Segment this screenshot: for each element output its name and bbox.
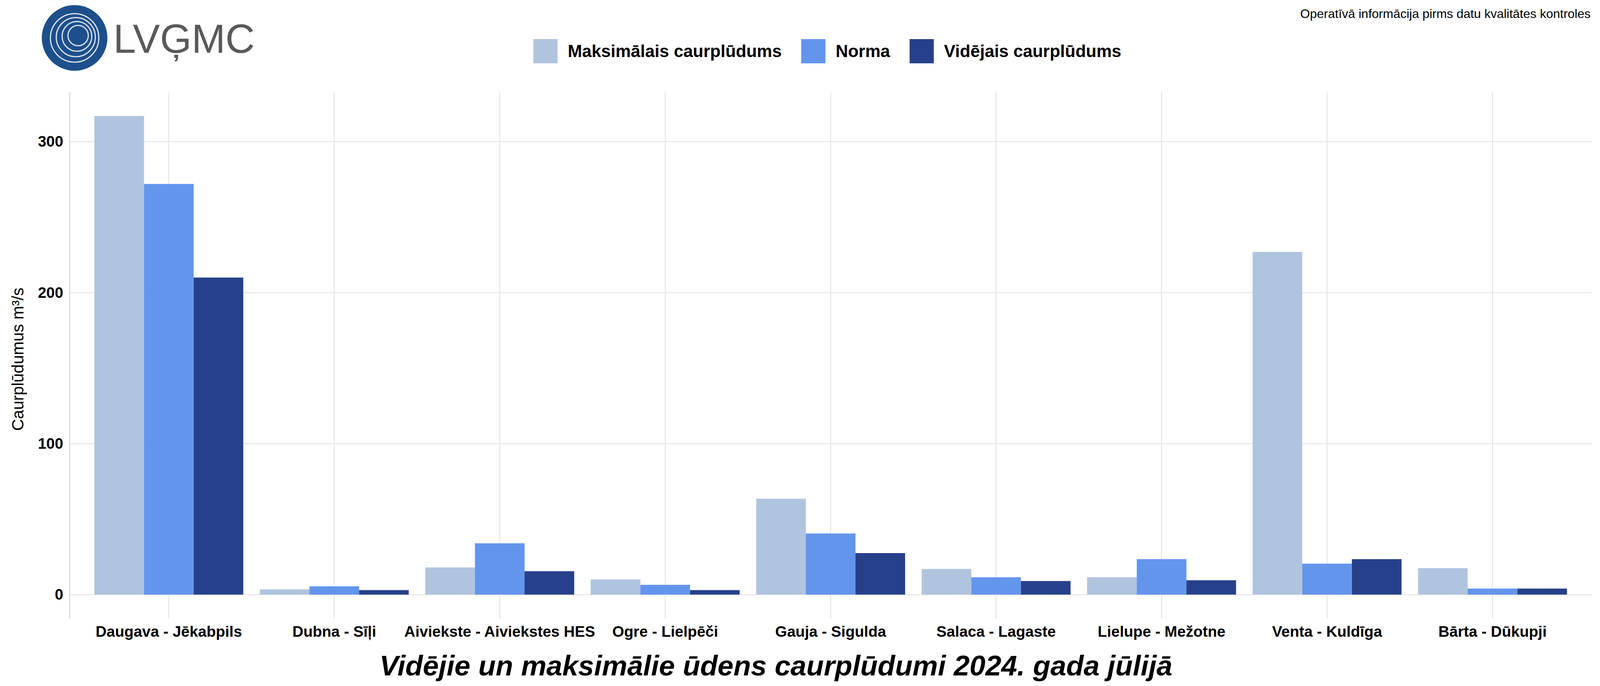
bar — [855, 552, 906, 595]
bar — [971, 576, 1022, 595]
bar — [309, 585, 359, 595]
bar — [94, 116, 145, 595]
x-tick: Salaca - Lagaste — [936, 618, 1056, 640]
logo-ring — [50, 13, 99, 63]
x-tick: Dubna - Sīļi — [292, 618, 377, 640]
logo-ring — [67, 25, 89, 46]
y-axis: 0 100 200 300 — [37, 92, 70, 619]
x-tick-label: Venta - Kuldīga — [1271, 622, 1383, 640]
x-tick-label: Ogre - Lielpēči — [612, 622, 718, 640]
x-grid-line — [1492, 91, 1494, 619]
note: Operatīvā informācija pirms datu kvalitā… — [1300, 6, 1591, 21]
y-tick: 100 — [37, 434, 70, 452]
bar — [1302, 563, 1352, 595]
grid — [69, 91, 1592, 619]
x-tick-label: Gauja - Sigulda — [775, 622, 887, 640]
x-tick: Lielupe - Mežotne — [1097, 618, 1226, 640]
bar — [1136, 558, 1187, 595]
x-grid-line — [1160, 91, 1163, 619]
bar — [475, 542, 525, 595]
x-tick: Ogre - Lielpēči — [612, 618, 718, 640]
bar — [1252, 251, 1303, 595]
bar — [259, 589, 310, 595]
bar — [524, 570, 575, 595]
y-tick: 0 — [54, 585, 70, 603]
logo-disk — [41, 5, 108, 71]
bar — [1417, 567, 1468, 595]
legend-item: Maksimālais caurplūdums — [533, 39, 782, 64]
y-tick-label: 0 — [54, 585, 64, 603]
bar — [921, 568, 972, 595]
legend-swatch — [533, 39, 558, 64]
x-tick: Gauja - Sigulda — [775, 618, 887, 640]
y-axis-title: Caurplūdumus m³/s — [8, 287, 27, 431]
bar — [805, 533, 856, 595]
y-tick: 300 — [37, 132, 70, 150]
x-tick: Daugava - Jēkabpils — [95, 618, 243, 640]
x-tick: Bārta - Dūkupji — [1438, 618, 1547, 640]
bar — [590, 579, 641, 595]
bars — [94, 116, 1568, 595]
bar — [756, 498, 806, 595]
x-grid-line — [499, 91, 501, 619]
x-tick: Venta - Kuldīga — [1271, 618, 1383, 640]
legend-label: Norma — [835, 41, 891, 61]
x-grid-line — [995, 91, 997, 619]
bar — [1186, 580, 1236, 595]
title: Vidējie un maksimālie ūdens caurplūdumi … — [379, 649, 1173, 681]
x-tick-label: Bārta - Dūkupji — [1438, 622, 1547, 640]
x-tick-label: Lielupe - Mežotne — [1097, 622, 1226, 640]
x-grid-line — [333, 91, 335, 619]
bar — [1467, 588, 1518, 595]
bar — [1517, 588, 1567, 595]
y-tick: 200 — [37, 283, 70, 301]
legend-item: Norma — [801, 39, 891, 64]
x-tick-label: Aiviekste - Aiviekstes HES — [404, 622, 595, 640]
logo-text: LVĢMC — [113, 16, 255, 62]
bar — [425, 567, 475, 595]
x-grid-line — [1326, 91, 1328, 619]
legend-swatch — [801, 39, 826, 64]
legend: Maksimālais caurplūdums Norma Vidējais cau… — [533, 39, 1122, 64]
bar — [1087, 576, 1137, 595]
bar — [193, 277, 244, 595]
logo: LVĢMC — [41, 5, 255, 71]
bar — [640, 584, 690, 595]
y-axis-line — [69, 92, 71, 619]
bar — [144, 183, 194, 595]
y-tick-label: 300 — [37, 132, 64, 150]
bar — [1021, 580, 1071, 595]
x-tick: Aiviekste - Aiviekstes HES — [404, 618, 595, 640]
logo-ring — [56, 17, 96, 57]
legend-label: Vidējais caurplūdums — [944, 41, 1122, 61]
legend-item: Vidējais caurplūdums — [909, 39, 1122, 64]
x-tick-label: Salaca - Lagaste — [936, 622, 1056, 640]
x-tick-label: Dubna - Sīļi — [292, 622, 377, 640]
x-axis: Daugava - Jēkabpils Dubna - Sīļi Aiviekste… — [69, 618, 1593, 640]
bar — [1351, 558, 1402, 595]
chart: 0 100 200 300 Daugava - Jēkabpils Dubna - Sīļ… — [0, 0, 1600, 686]
y-tick-label: 100 — [37, 434, 64, 452]
legend-label: Maksimālais caurplūdums — [567, 41, 782, 61]
x-grid-line — [664, 91, 667, 619]
logo-ring — [62, 21, 92, 52]
x-tick-label: Daugava - Jēkabpils — [95, 622, 243, 640]
x-axis-line — [69, 618, 1593, 619]
bar — [358, 589, 409, 595]
legend-swatch — [909, 39, 934, 64]
y-tick-label: 200 — [37, 283, 64, 301]
bar — [689, 589, 740, 595]
